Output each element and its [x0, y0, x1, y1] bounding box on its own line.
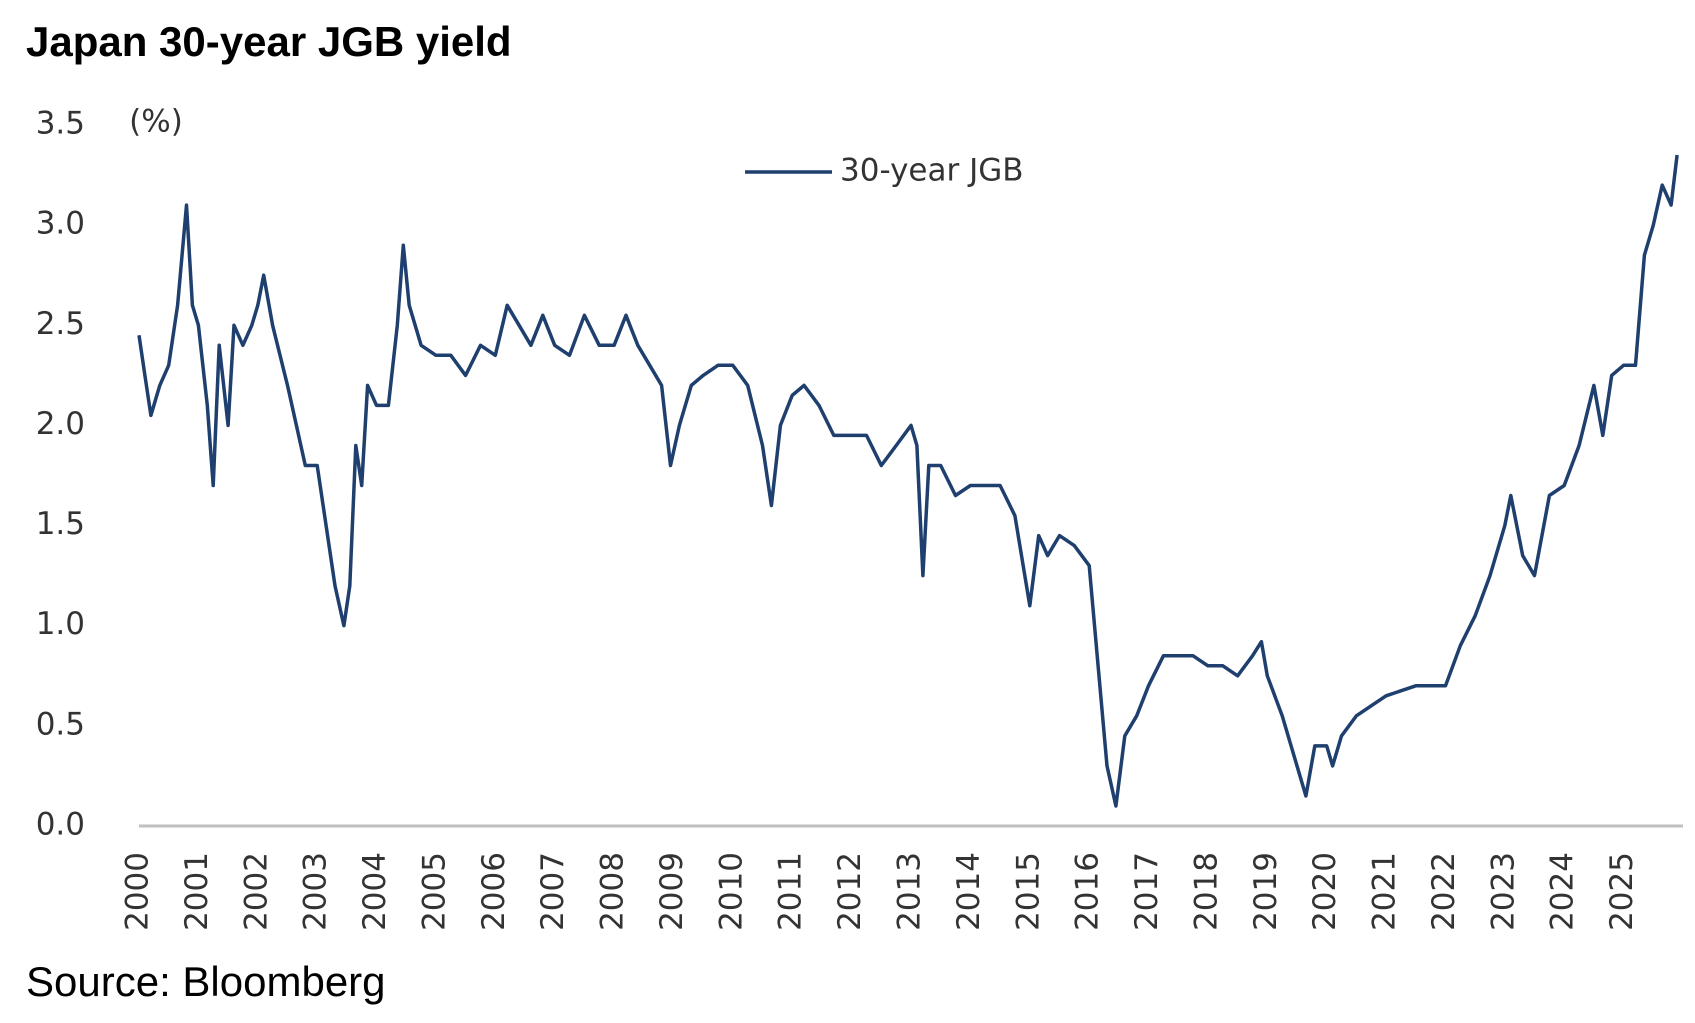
x-tick-label: 2025 — [1604, 852, 1640, 931]
x-tick-label: 2015 — [1010, 852, 1046, 931]
x-tick-label: 2016 — [1070, 852, 1106, 931]
x-tick-label: 2011 — [773, 852, 809, 931]
x-tick-label: 2007 — [535, 852, 571, 931]
x-tick-label: 2006 — [476, 852, 512, 931]
x-tick-label: 2012 — [832, 852, 868, 931]
y-tick-label: 0.0 — [36, 807, 85, 843]
x-tick-label: 2022 — [1426, 852, 1462, 931]
y-tick-label: 1.5 — [36, 506, 85, 542]
x-tick-label: 2014 — [951, 852, 987, 931]
y-tick-label: 0.5 — [36, 706, 85, 742]
y-tick-label: 2.5 — [36, 306, 85, 342]
x-tick-label: 2019 — [1248, 852, 1284, 931]
x-tick-label: 2009 — [654, 852, 690, 931]
x-tick-label: 2001 — [179, 852, 215, 931]
source: Source: Bloomberg — [26, 958, 386, 1005]
x-tick-label: 2013 — [892, 852, 928, 931]
x-tick-label: 2003 — [298, 852, 334, 931]
y-tick-label: 3.5 — [36, 106, 85, 142]
legend-label: 30-year JGB — [840, 153, 1024, 189]
x-tick-label: 2017 — [1129, 852, 1165, 931]
x-tick-label: 2010 — [713, 852, 749, 931]
x-tick-label: 2021 — [1367, 852, 1403, 931]
x-tick-label: 2002 — [238, 852, 274, 931]
y-tick-label: 3.0 — [36, 206, 85, 242]
line-series — [137, 154, 1679, 808]
x-tick-label: 2000 — [120, 852, 156, 931]
y-unit: (%) — [129, 104, 183, 140]
y-tick-label: 1.0 — [36, 606, 85, 642]
x-tick-label: 2023 — [1485, 852, 1521, 931]
chart-title: Japan 30-year JGB yield — [26, 18, 512, 65]
x-tick-label: 2024 — [1545, 852, 1581, 931]
x-tick-label: 2018 — [1188, 852, 1224, 931]
y-tick-label: 2.0 — [36, 406, 85, 442]
x-tick-label: 2008 — [595, 852, 631, 931]
x-tick-label: 2020 — [1307, 852, 1343, 931]
x-tick-label: 2005 — [416, 852, 452, 931]
x-tick-label: 2004 — [357, 852, 393, 931]
